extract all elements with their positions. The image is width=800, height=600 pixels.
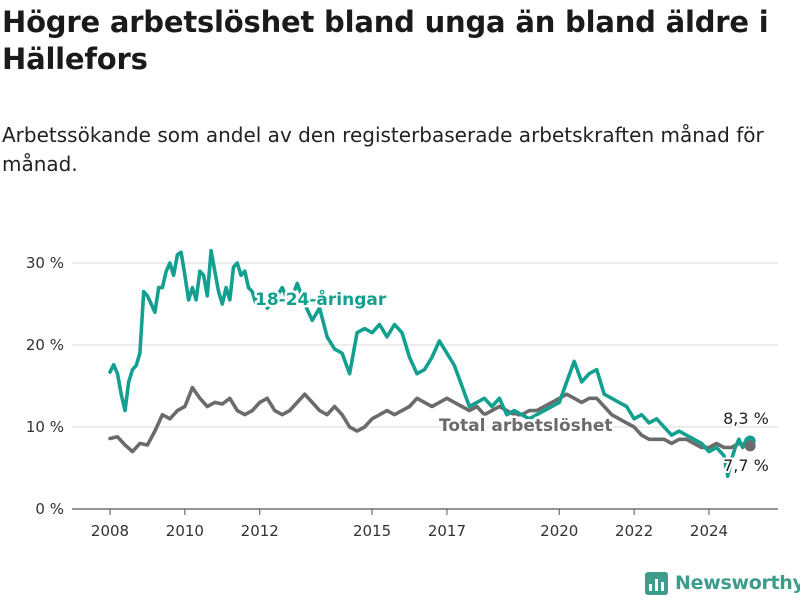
x-axis-ticks: 2008 2010 2012 2015 2017 2020 2022 2024 — [91, 509, 728, 540]
grid-lines — [72, 262, 778, 510]
x-tick-label: 2015 — [353, 522, 391, 540]
chart-title: Högre arbetslöshet bland unga än bland ä… — [2, 5, 769, 76]
y-tick-label: 10 % — [26, 418, 64, 436]
series-lines — [108, 248, 756, 478]
y-tick-label: 30 % — [26, 254, 64, 272]
newsworthy-chart-icon — [645, 571, 668, 595]
x-tick-label: 2008 — [91, 522, 129, 540]
x-tick-label: 2012 — [241, 522, 279, 540]
series-labels: 18-24-åringar Total arbetslöshet 8,3 % 7,7 … — [253, 286, 771, 478]
series-label-total: Total arbetslöshet — [439, 416, 613, 436]
end-label-young: 8,3 % — [723, 409, 769, 428]
x-tick-label: 2017 — [428, 522, 466, 540]
y-axis-ticks: 0 % 10 % 20 % 30 % — [26, 254, 64, 518]
x-tick-label: 2020 — [540, 522, 578, 540]
y-tick-label: 20 % — [26, 336, 64, 354]
series-line-young — [108, 248, 752, 478]
x-tick-label: 2024 — [690, 522, 728, 540]
y-tick-label: 0 % — [35, 500, 64, 518]
newsworthy-logo: Newsworthy — [645, 570, 800, 596]
end-label-total: 7,7 % — [723, 456, 769, 475]
chart-subtitle: Arbetssökande som andel av den registerb… — [2, 123, 764, 176]
series-label-young: 18-24-åringar — [255, 288, 387, 310]
x-tick-label: 2010 — [166, 522, 204, 540]
series-line-total — [108, 385, 752, 454]
brand-name: Newsworthy — [675, 572, 800, 594]
endpoint-total — [744, 440, 756, 452]
x-tick-label: 2022 — [615, 522, 653, 540]
